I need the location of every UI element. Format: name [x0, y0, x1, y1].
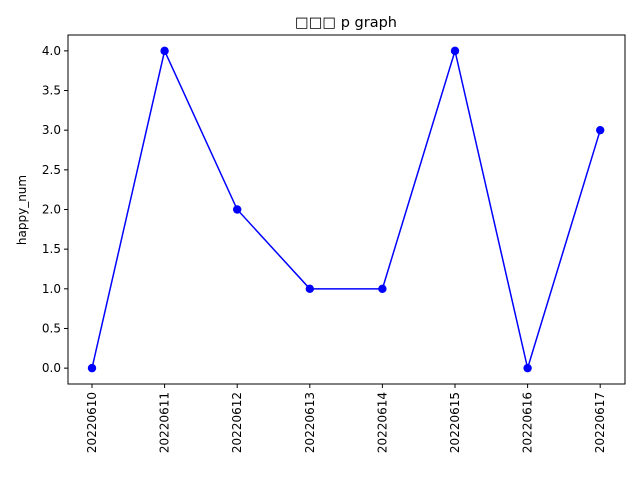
x-tick-label: 20220617: [593, 392, 607, 453]
y-tick-label: 4.0: [42, 44, 61, 58]
chart-title: □□□ p graph: [295, 15, 397, 31]
x-tick-label: 20220615: [448, 392, 462, 453]
y-tick-label: 0.5: [42, 321, 61, 335]
x-tick-label: 20220613: [303, 392, 317, 453]
y-axis-label: happy_num: [15, 175, 29, 245]
x-tick-label: 20220612: [230, 392, 244, 453]
data-point: [378, 284, 387, 294]
data-point: [450, 46, 460, 56]
plot-frame: [67, 34, 626, 385]
data-point: [233, 205, 242, 214]
y-tick-label: 3.5: [42, 84, 61, 98]
series-line: [91, 47, 601, 372]
y-tick-label: 2.5: [42, 163, 61, 177]
y-tick-label: 1.5: [42, 242, 61, 256]
data-point: [87, 363, 97, 373]
y-tick-label: 1.0: [42, 282, 61, 296]
series-layer: [87, 46, 605, 373]
data-point: [596, 125, 605, 135]
x-tick-label: 20220611: [158, 392, 172, 453]
x-tick-label: 20220616: [521, 392, 535, 453]
x-tick-label: 20220610: [85, 392, 99, 453]
y-tick-label: 0.0: [42, 361, 61, 375]
data-point: [160, 46, 169, 56]
data-point: [523, 363, 532, 373]
y-tick-label: 2.0: [42, 203, 61, 217]
x-tick-label: 20220614: [375, 392, 389, 453]
y-tick-label: 3.0: [42, 123, 61, 137]
data-point: [305, 284, 314, 294]
axes: 0.0 0.5 1.0 1.5 2.0 2.5 3.0 3.5 4.0 20220610 20220…: [42, 44, 607, 453]
